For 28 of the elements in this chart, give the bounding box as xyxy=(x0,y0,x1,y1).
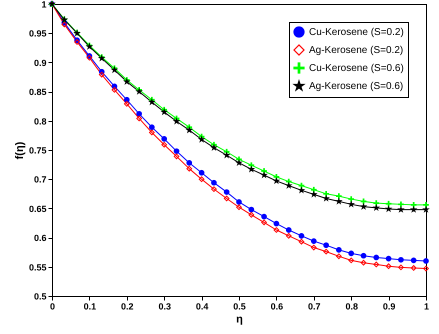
y-tick-label: 0.65 xyxy=(28,204,46,214)
legend-label: Cu-Kerosene (S=0.6) xyxy=(309,63,404,74)
x-axis-title: η xyxy=(236,314,244,326)
y-tick-label: 1 xyxy=(41,0,46,10)
y-tick-label: 0.8 xyxy=(34,116,46,126)
y-tick-label: 0.95 xyxy=(28,28,46,39)
y-axis-title: f(η) xyxy=(14,141,26,160)
x-tick-label: 0.5 xyxy=(233,302,246,312)
y-tick-label: 0.7 xyxy=(34,174,46,185)
x-tick-label: 0.9 xyxy=(382,302,396,312)
x-tick-label: 1 xyxy=(424,302,430,312)
x-tick-label: 0 xyxy=(50,302,56,312)
x-tick-label: 0.4 xyxy=(196,302,208,312)
y-tick-label: 0.5 xyxy=(34,292,46,302)
legend-label: Ag-Kerosene (S=0.6) xyxy=(309,81,404,92)
y-tick-label: 0.85 xyxy=(28,87,46,98)
legend-label: Ag-Kerosene (S=0.2) xyxy=(309,45,404,56)
y-tick-label: 0.9 xyxy=(34,58,46,68)
legend-label: Cu-Kerosene (S=0.2) xyxy=(309,27,404,38)
x-tick-label: 0.2 xyxy=(121,302,134,312)
y-tick-label: 0.55 xyxy=(28,262,46,272)
x-tick-label: 0.7 xyxy=(308,302,321,312)
x-tick-label: 0.3 xyxy=(158,302,171,312)
x-tick-label: 0.6 xyxy=(270,302,284,312)
y-tick-label: 0.75 xyxy=(28,146,46,156)
x-tick-label: 0.8 xyxy=(345,302,358,312)
x-tick-label: 0.1 xyxy=(84,302,96,312)
y-tick-label: 0.6 xyxy=(34,233,46,244)
